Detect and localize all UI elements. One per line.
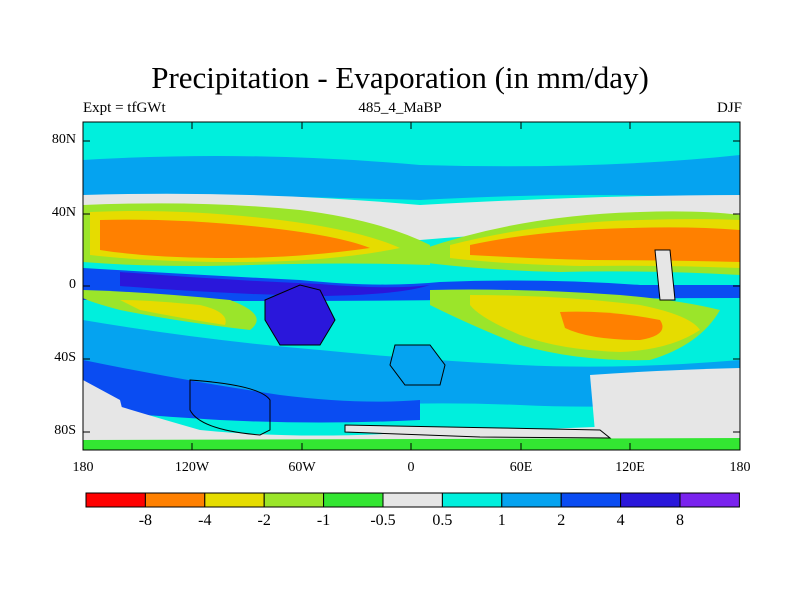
y-tick-80n: 80N: [51, 132, 76, 147]
landmass-outline-4: [344, 424, 612, 439]
x-tick-120w: 120W: [174, 460, 210, 475]
map-title: Precipitation - Evaporation (in mm/day): [151, 60, 649, 95]
landmass-outline-3: [189, 379, 271, 436]
colorbar-label: 8: [676, 512, 684, 529]
colorbar-swatch: [263, 492, 325, 508]
x-tick-60w: 60W: [288, 460, 316, 475]
x-tick-120e: 120E: [615, 460, 645, 475]
colorbar-label: 1: [497, 512, 506, 529]
colorbar-label: -8: [138, 512, 153, 529]
x-tick-180w: 180: [72, 460, 94, 475]
colorbar-label: 2: [557, 512, 566, 529]
colorbar: [85, 492, 740, 508]
colorbar-swatch: [501, 492, 562, 508]
x-tick-0: 0: [407, 460, 415, 475]
colorbar-swatch: [382, 492, 443, 508]
field-layer: [83, 122, 740, 450]
colorbar-swatch: [144, 492, 206, 508]
y-tick-0: 0: [69, 277, 76, 292]
colorbar-swatch: [560, 492, 622, 508]
colorbar-label: -4: [198, 512, 212, 529]
colorbar-swatch: [679, 492, 740, 508]
colorbar-swatch: [85, 492, 146, 508]
colorbar-label: 0.5: [432, 512, 453, 529]
landmass-outline-5: [654, 249, 676, 301]
colorbar-label: -2: [257, 512, 271, 529]
colorbar-label: 4: [616, 512, 625, 529]
colorbar-swatch: [204, 492, 265, 508]
landmass-outline-2: [389, 344, 446, 386]
colorbar-swatch: [620, 492, 681, 508]
x-tick-60e: 60E: [509, 460, 533, 475]
x-tick-180e: 180: [729, 460, 751, 475]
y-tick-40s: 40S: [54, 350, 76, 365]
colorbar-label: -0.5: [370, 512, 396, 529]
axis-ticks: [83, 122, 740, 450]
nh-precip-band: [83, 155, 740, 200]
colorbar-label: -1: [316, 512, 331, 529]
y-tick-40n: 40N: [51, 205, 76, 220]
landmass-outline-1: [264, 284, 336, 346]
season-label: DJF: [716, 100, 742, 116]
time-label: 485_4_MaBP: [358, 100, 442, 116]
experiment-label: Expt = tfGWt: [83, 100, 166, 116]
colorbar-swatch: [441, 492, 503, 508]
y-tick-80s: 80S: [54, 423, 76, 438]
colorbar-swatch: [323, 492, 384, 508]
